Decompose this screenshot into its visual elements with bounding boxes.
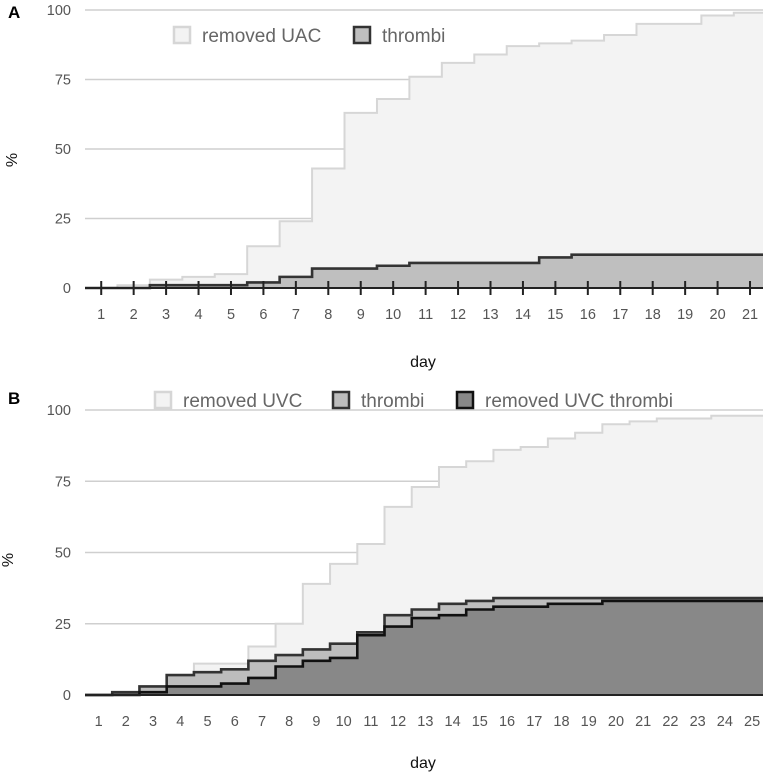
x-tick-label-24: 24 — [717, 714, 733, 730]
x-tick-label-17: 17 — [526, 714, 542, 730]
x-tick-label-13: 13 — [482, 307, 498, 323]
x-tick-label-8: 8 — [324, 307, 332, 323]
x-tick-label-18: 18 — [645, 307, 661, 323]
x-tick-label-1: 1 — [95, 714, 103, 730]
x-tick-label-3: 3 — [162, 307, 170, 323]
x-tick-label-15: 15 — [547, 307, 563, 323]
legend-swatch-1 — [352, 25, 372, 45]
y-tick-label-50: 50 — [55, 142, 71, 158]
series-line-0 — [85, 11, 763, 289]
x-tick-label-2: 2 — [122, 714, 130, 730]
x-tick-label-5: 5 — [227, 307, 235, 323]
x-tick-label-12: 12 — [450, 307, 466, 323]
x-tick-label-9: 9 — [357, 307, 365, 323]
x-tick-label-20: 20 — [710, 307, 726, 323]
x-tick-label-7: 7 — [292, 307, 300, 323]
x-tick-label-18: 18 — [553, 714, 569, 730]
panel-label-a: A — [8, 3, 20, 22]
x-tick-label-6: 6 — [259, 307, 267, 323]
series-area-1 — [85, 254, 763, 288]
y-tick-label-100: 100 — [47, 403, 71, 419]
y-tick-label-75: 75 — [55, 474, 71, 490]
x-tick-label-11: 11 — [418, 307, 433, 323]
series-line-2 — [85, 599, 763, 697]
legend-label-0: removed UAC — [202, 26, 321, 47]
x-tick-label-4: 4 — [195, 307, 203, 323]
series-line-0 — [85, 414, 763, 696]
x-tick-label-3: 3 — [149, 714, 157, 730]
series-area-0 — [85, 12, 763, 289]
x-tick-label-8: 8 — [285, 714, 293, 730]
x-tick-label-15: 15 — [472, 714, 488, 730]
x-tick-label-16: 16 — [499, 714, 515, 730]
x-tick-label-14: 14 — [515, 307, 531, 323]
x-tick-label-21: 21 — [635, 714, 651, 730]
x-tick-label-21: 21 — [742, 307, 758, 323]
x-tick-label-12: 12 — [390, 714, 406, 730]
x-tick-label-2: 2 — [130, 307, 138, 323]
y-tick-label-0: 0 — [63, 688, 71, 704]
legend-label-1: thrombi — [361, 391, 424, 412]
legend-label-2: removed UVC thrombi — [485, 391, 673, 412]
x-tick-label-14: 14 — [445, 714, 461, 730]
x-tick-label-4: 4 — [176, 714, 184, 730]
legend-swatch-2 — [455, 390, 475, 410]
x-axis-title: day — [410, 755, 436, 772]
x-tick-label-23: 23 — [690, 714, 706, 730]
y-tick-label-25: 25 — [55, 212, 71, 228]
x-tick-label-17: 17 — [612, 307, 628, 323]
x-tick-label-9: 9 — [312, 714, 320, 730]
y-tick-label-75: 75 — [55, 73, 71, 89]
x-tick-label-20: 20 — [608, 714, 624, 730]
x-tick-label-7: 7 — [258, 714, 266, 730]
y-tick-label-25: 25 — [55, 617, 71, 633]
y-tick-label-50: 50 — [55, 546, 71, 562]
legend-label-0: removed UVC — [183, 391, 302, 412]
y-axis-title: % — [0, 553, 17, 567]
panel-label-b: B — [8, 389, 20, 408]
x-tick-label-10: 10 — [385, 307, 401, 323]
legend-swatch-0 — [153, 390, 173, 410]
series-line-1 — [85, 596, 763, 697]
x-tick-label-5: 5 — [203, 714, 211, 730]
legend-swatch-0 — [172, 25, 192, 45]
x-tick-label-1: 1 — [97, 307, 105, 323]
x-tick-label-10: 10 — [336, 714, 352, 730]
x-tick-label-22: 22 — [662, 714, 678, 730]
y-tick-label-100: 100 — [47, 3, 71, 19]
x-tick-label-25: 25 — [744, 714, 760, 730]
x-axis-title: day — [410, 354, 436, 371]
x-tick-label-19: 19 — [677, 307, 693, 323]
legend-swatch-1 — [331, 390, 351, 410]
series-area-2 — [85, 600, 763, 695]
x-tick-label-13: 13 — [417, 714, 433, 730]
y-tick-label-0: 0 — [63, 281, 71, 297]
x-tick-label-11: 11 — [363, 714, 378, 730]
legend-label-1: thrombi — [382, 26, 445, 47]
y-axis-title: % — [4, 153, 21, 167]
x-tick-label-6: 6 — [231, 714, 239, 730]
x-tick-label-19: 19 — [581, 714, 597, 730]
x-tick-label-16: 16 — [580, 307, 596, 323]
